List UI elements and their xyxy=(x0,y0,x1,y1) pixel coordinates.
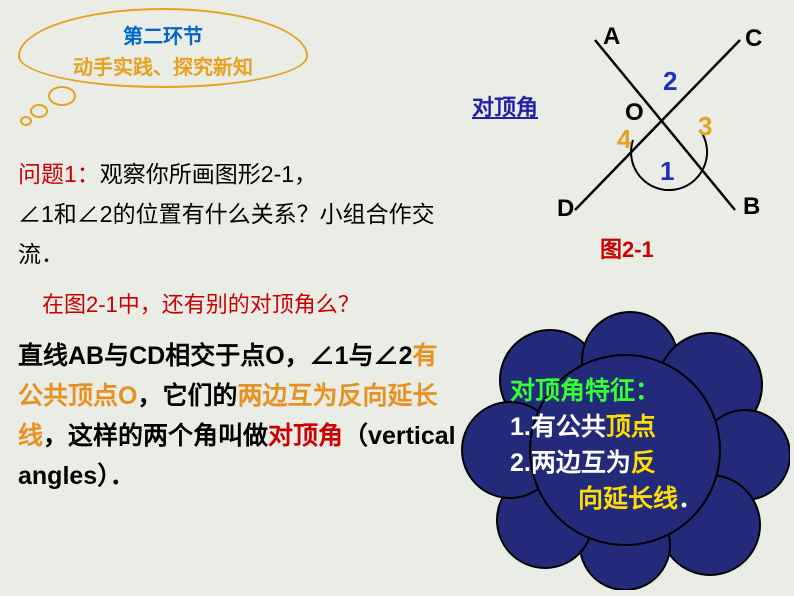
ang-2: 2 xyxy=(663,66,677,96)
def-seg1: 直线AB与CD相交于点O，∠1与∠2 xyxy=(18,342,412,370)
section-cloud: 第二环节 动手实践、探究新知 xyxy=(18,8,308,88)
feat2-num: 2. xyxy=(510,449,531,477)
pt-B: B xyxy=(743,193,760,220)
question2: 在图2-1中，还有别的对顶角么？ xyxy=(42,287,360,319)
feat2-p2: 反 xyxy=(631,449,656,477)
definition-block: 直线AB与CD相交于点O，∠1与∠2有公共顶点O，它们的两边互为反向延长线，这样… xyxy=(18,336,458,496)
feat1-p1: 有公共 xyxy=(531,413,606,441)
cloud-line1: 第二环节 xyxy=(20,20,306,49)
cloud-line2: 动手实践、探究新知 xyxy=(20,51,306,80)
feat2-dot: ． xyxy=(678,485,703,513)
feature-title: 对顶角特征： xyxy=(510,377,660,405)
def-seg5: ，这样的两个角叫做 xyxy=(43,422,268,450)
figure-caption: 图2-1 xyxy=(600,232,654,264)
def-seg6: 对顶角 xyxy=(268,422,343,450)
diagram-label: 对顶角 xyxy=(472,90,538,122)
vertical-angle-diagram: A C B D O 2 3 1 4 xyxy=(555,20,775,230)
ang-3: 3 xyxy=(698,111,712,141)
problem1-text1: 观察你所画图形2-1， xyxy=(100,161,317,187)
pt-O: O xyxy=(625,99,644,126)
cloud-trail-1 xyxy=(48,86,76,106)
def-seg3: ，它们的 xyxy=(137,382,237,410)
feature-text: 对顶角特征： 1.有公共顶点 2.两边互为反 向延长线． xyxy=(510,373,780,517)
cloud-trail-2 xyxy=(30,104,48,118)
cloud-trail-3 xyxy=(20,116,32,126)
ang-4: 4 xyxy=(617,124,632,154)
feat2-p1: 两边互为 xyxy=(531,449,631,477)
pt-C: C xyxy=(745,25,762,52)
problem1-text2: ∠1和∠2的位置有什么关系？小组合作交流． xyxy=(18,201,435,267)
pt-A: A xyxy=(603,23,620,50)
feat1-p2: 顶点 xyxy=(606,413,656,441)
problem1-block: 问题1：观察你所画图形2-1， ∠1和∠2的位置有什么关系？小组合作交流． xyxy=(18,154,458,274)
ang-1: 1 xyxy=(660,156,674,186)
pt-D: D xyxy=(557,195,574,222)
feat2-p3: 向延长线 xyxy=(578,485,678,513)
problem1-label: 问题1： xyxy=(18,161,100,187)
feat1-num: 1. xyxy=(510,413,531,441)
